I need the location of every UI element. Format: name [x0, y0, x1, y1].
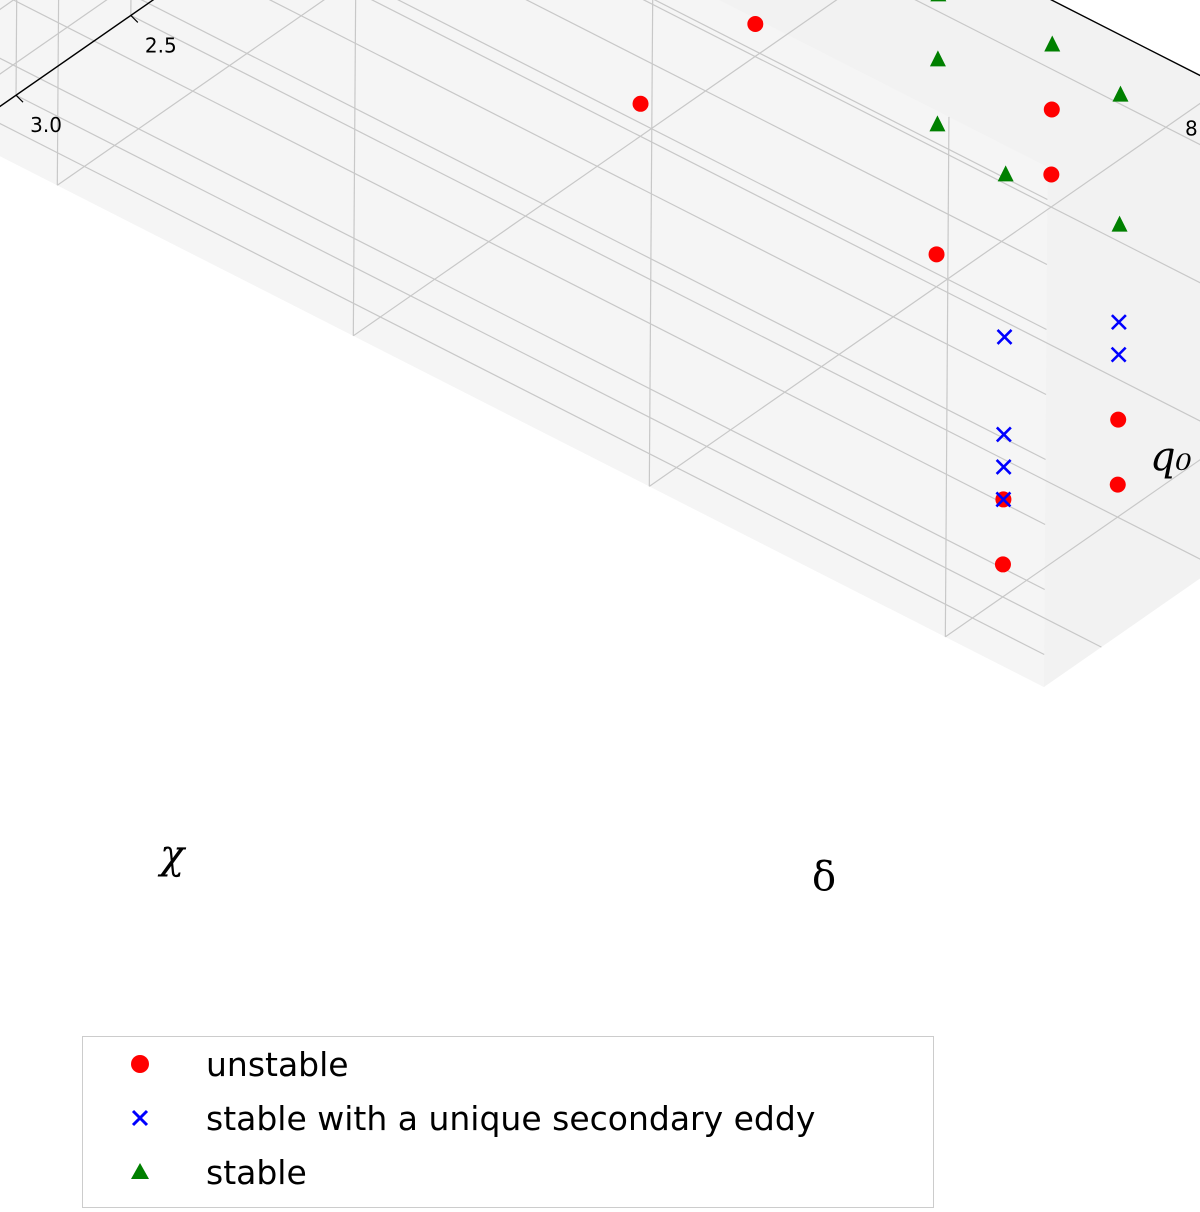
legend-item-eddy: stable with a unique secondary eddy — [83, 1093, 933, 1147]
grid-line — [944, 459, 1200, 638]
side-pane — [0, 0, 1048, 687]
grid-line — [130, 14, 1200, 560]
point-stable — [930, 0, 947, 2]
data-points — [632, 0, 1129, 573]
axis-lines — [0, 0, 1200, 108]
point-stable — [1112, 85, 1129, 102]
y-axis-line — [0, 0, 155, 108]
point-stable — [997, 165, 1014, 182]
legend: unstable stable with a unique secondary … — [82, 1036, 934, 1208]
point-unstable — [1043, 166, 1060, 183]
legend-label: stable — [206, 1153, 307, 1192]
point-eddy — [995, 426, 1012, 443]
legend-label: unstable — [206, 1045, 349, 1084]
point-eddy — [995, 491, 1012, 508]
grid-line — [525, 0, 1048, 266]
x-axis-label: χ — [157, 832, 187, 878]
legend-item-unstable: unstable — [83, 1039, 933, 1093]
z-axis-label: q₀ — [1150, 434, 1192, 480]
point-eddy — [995, 459, 1012, 475]
grid-line — [642, 0, 1200, 284]
grid-line — [914, 0, 1200, 146]
point-stable — [929, 50, 946, 67]
point-eddy — [1110, 346, 1127, 363]
grid-line — [56, 0, 325, 186]
grid-lines — [0, 0, 1200, 656]
point-unstable — [1110, 411, 1127, 428]
cross-icon — [131, 1109, 149, 1127]
grid-line — [15, 94, 1102, 648]
circle-icon — [131, 1055, 149, 1073]
legend-item-stable: stable — [83, 1147, 933, 1201]
point-unstable — [1109, 476, 1126, 493]
grid-line — [944, 116, 950, 637]
y-tick-label: 2.5 — [145, 33, 177, 57]
scatter-3d-plot: 5811141.01.52.02.53.00.51.01.52.02.53.03… — [0, 0, 1200, 900]
x-tick-label: 8 — [1185, 116, 1198, 140]
y-tick — [130, 15, 139, 23]
point-unstable — [928, 246, 945, 263]
grid-line — [12, 0, 1046, 526]
grid-line — [397, 0, 1047, 331]
y-tick — [15, 94, 24, 103]
point-unstable — [1043, 101, 1060, 118]
grid-line — [0, 0, 108, 75]
grid-line — [15, 0, 18, 96]
point-unstable — [747, 16, 764, 33]
point-unstable — [632, 95, 649, 112]
x-axis-line — [1050, 0, 1200, 77]
point-stable — [929, 115, 946, 132]
y-tick-label: 3.0 — [30, 113, 62, 137]
grid-line — [370, 0, 1200, 422]
grid-line — [352, 0, 357, 336]
tick-labels: 5811141.01.52.02.53.00.51.01.52.02.53.03… — [15, 15, 1198, 140]
grid-line — [653, 0, 1048, 201]
point-unstable — [994, 556, 1011, 573]
grid-line — [56, 0, 60, 186]
point-stable — [1111, 215, 1128, 232]
legend-label: stable with a unique secondary eddy — [206, 1099, 816, 1138]
triangle-icon — [131, 1163, 149, 1179]
point-stable — [1044, 35, 1061, 52]
grid-line — [140, 0, 1046, 461]
point-eddy — [1110, 314, 1127, 331]
y-axis-label: δ — [812, 854, 836, 900]
point-eddy — [996, 329, 1013, 345]
grid-line — [0, 122, 1045, 656]
grid-line — [0, 57, 1045, 591]
grid-line — [268, 0, 1047, 396]
grid-line — [648, 0, 654, 487]
